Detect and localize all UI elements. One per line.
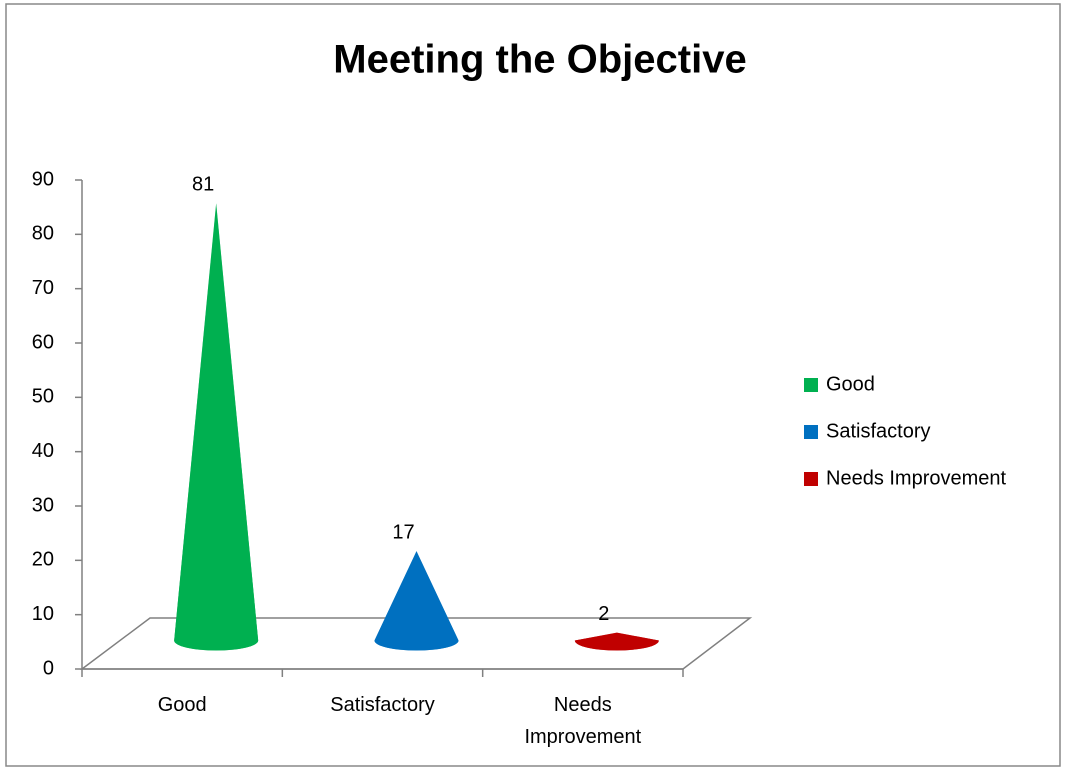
chart-title: Meeting the Objective [333, 38, 746, 82]
x-tick-label: Good [157, 694, 207, 716]
cone-shade [174, 203, 259, 651]
cone-shade [574, 632, 659, 651]
y-tick-label: 40 [32, 440, 54, 462]
y-tick-label: 20 [32, 549, 54, 571]
cone-shade [374, 551, 459, 651]
x-tick-label: Satisfactory [330, 694, 435, 716]
y-tick-label: 90 [32, 168, 54, 190]
y-tick-label: 70 [32, 277, 54, 299]
y-tick-label: 60 [32, 331, 54, 353]
y-tick-label: 30 [32, 494, 54, 516]
legend-label: Satisfactory [826, 420, 930, 442]
y-tick-label: 50 [32, 386, 54, 408]
data-label: 2 [598, 603, 609, 625]
legend-label: Needs Improvement [826, 467, 1007, 489]
legend-swatch [804, 378, 818, 392]
x-tick-label: Needs Improvement [524, 694, 642, 748]
legend-swatch [804, 425, 818, 439]
legend-label: Good [826, 373, 875, 395]
y-tick-label: 10 [32, 603, 54, 625]
y-tick-label: 80 [32, 223, 54, 245]
legend-swatch [804, 472, 818, 486]
y-tick-label: 0 [43, 657, 54, 679]
data-label: 17 [392, 521, 414, 543]
data-label: 81 [192, 174, 214, 196]
